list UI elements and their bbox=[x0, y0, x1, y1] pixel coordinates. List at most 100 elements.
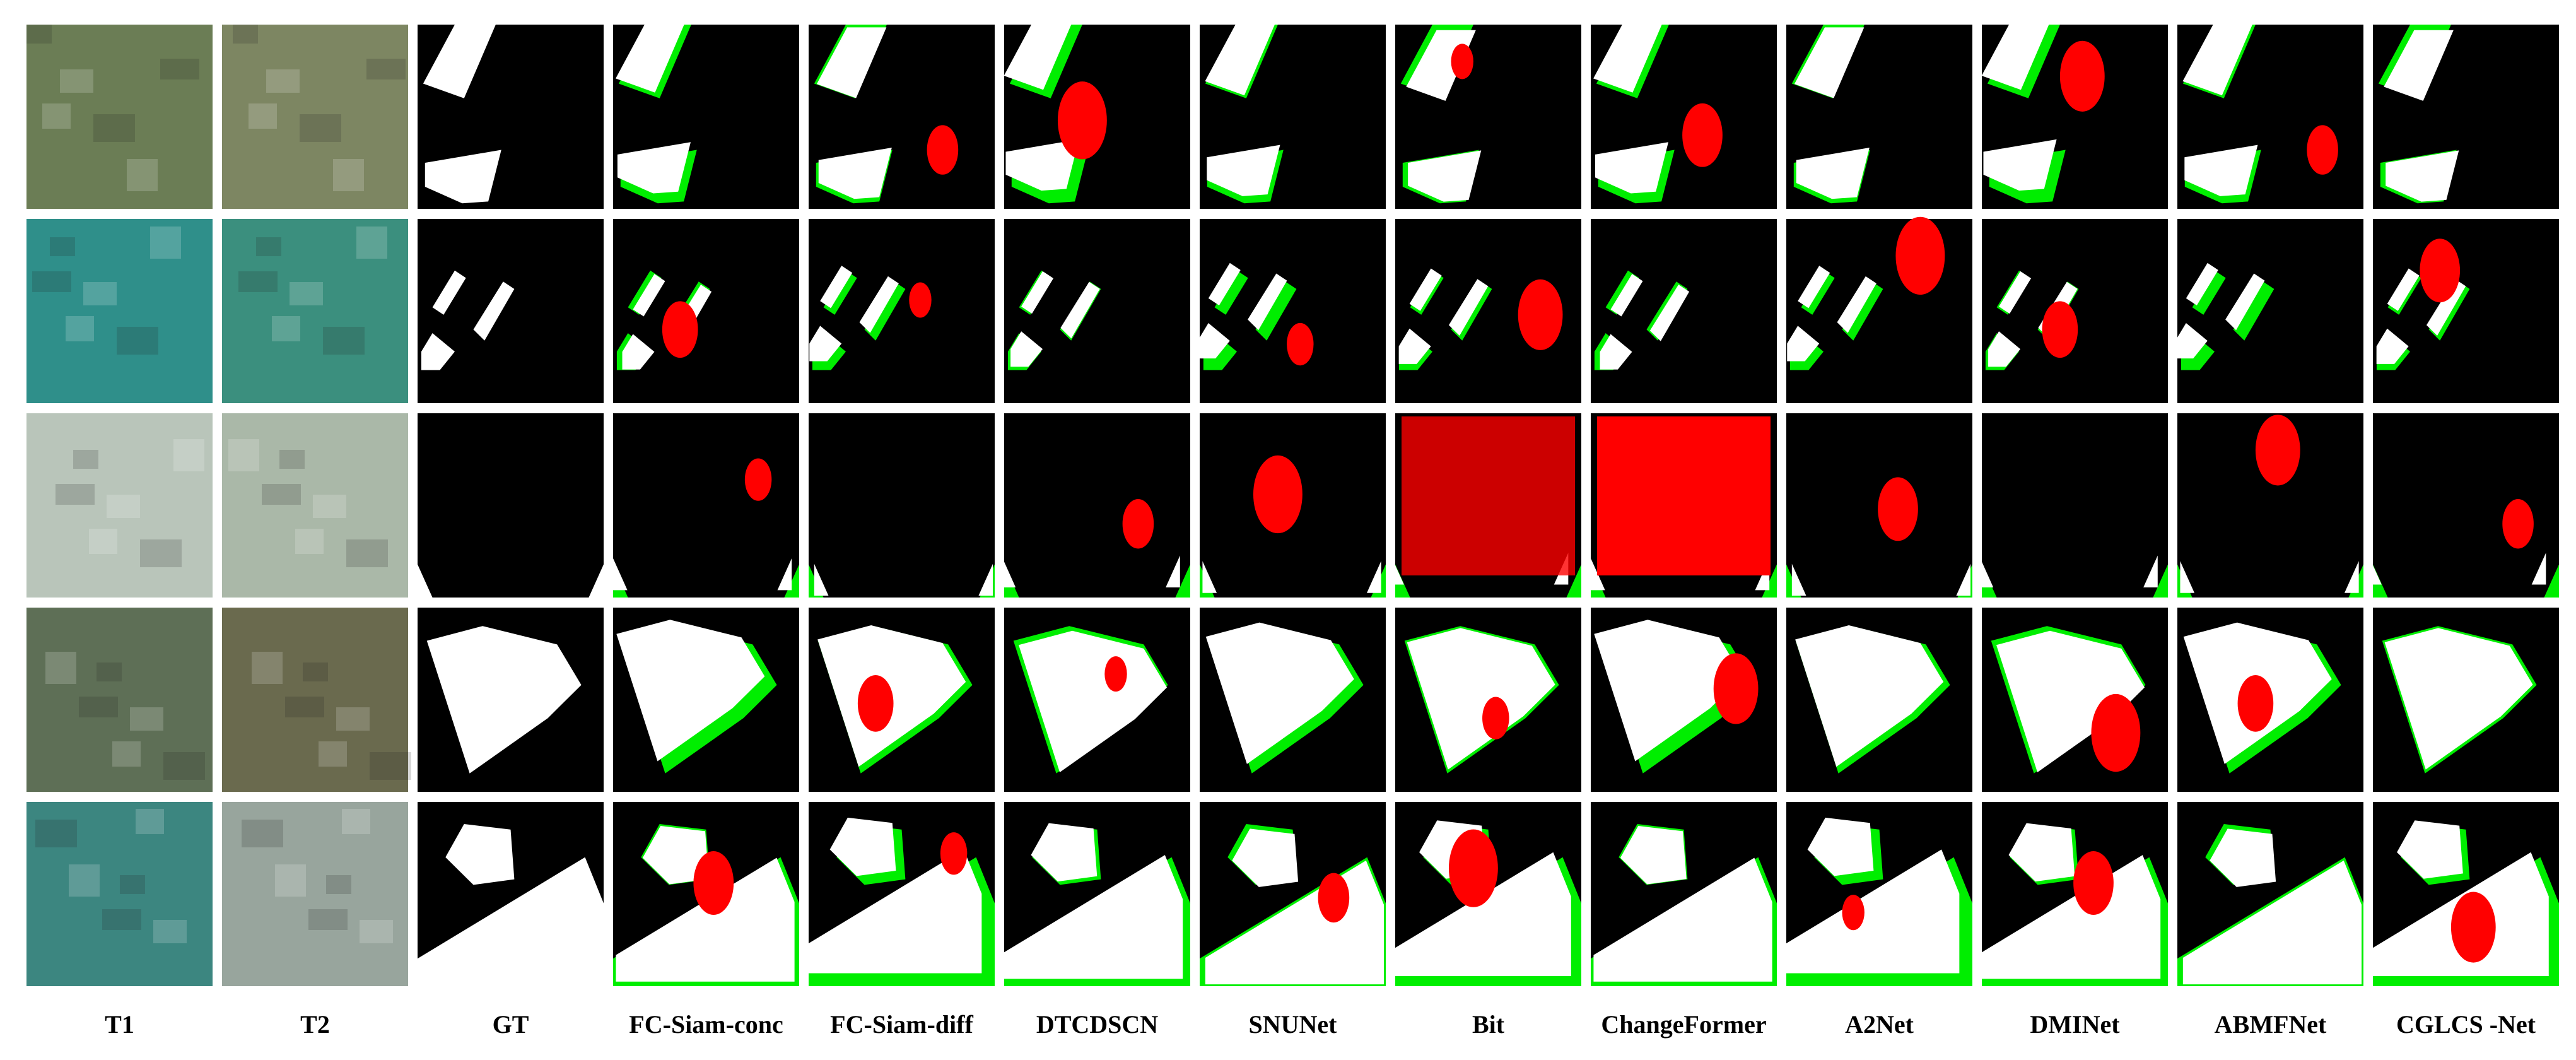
image-cell bbox=[1200, 25, 1386, 209]
photo-texture bbox=[228, 439, 259, 471]
mask-background bbox=[418, 413, 604, 598]
image-cell bbox=[2177, 413, 2363, 598]
photo-texture bbox=[333, 159, 364, 191]
image-cell bbox=[613, 219, 799, 403]
photo-texture bbox=[120, 875, 145, 894]
change-region bbox=[1392, 852, 1571, 976]
false-alarm bbox=[1287, 322, 1314, 366]
change-region bbox=[1593, 21, 1663, 93]
photo-texture bbox=[83, 282, 117, 305]
photo-texture bbox=[89, 529, 117, 554]
photo-texture bbox=[45, 652, 76, 684]
change-region bbox=[1595, 142, 1669, 194]
change-region bbox=[1795, 625, 1944, 767]
false-alarm bbox=[1682, 103, 1723, 167]
photo-texture bbox=[79, 697, 118, 717]
change-region bbox=[829, 817, 896, 876]
image-cell bbox=[26, 608, 213, 792]
mask-background bbox=[1982, 413, 2168, 598]
image-cell bbox=[418, 802, 604, 986]
change-region bbox=[1409, 268, 1442, 311]
change-region bbox=[1207, 144, 1280, 196]
image-cell bbox=[1786, 608, 1972, 792]
column-label: Bit bbox=[1472, 1010, 1505, 1039]
image-cell bbox=[1395, 608, 1581, 792]
change-region bbox=[2186, 262, 2218, 306]
image-cell bbox=[2373, 219, 2559, 403]
change-region bbox=[617, 142, 691, 194]
change-region bbox=[1031, 823, 1098, 882]
change-region bbox=[1408, 150, 1482, 202]
image-cell bbox=[2177, 608, 2363, 792]
change-region bbox=[426, 626, 582, 774]
change-region bbox=[1166, 555, 1180, 587]
image-cell bbox=[26, 25, 213, 209]
change-region bbox=[820, 266, 853, 309]
image-cell bbox=[222, 25, 408, 209]
photo-texture bbox=[356, 227, 387, 259]
photo-texture bbox=[73, 450, 98, 469]
false-alarm bbox=[2450, 892, 2496, 963]
change-region bbox=[1010, 331, 1043, 367]
change-region bbox=[1982, 855, 2161, 979]
change-region bbox=[1005, 139, 1079, 191]
image-cell bbox=[809, 413, 995, 598]
image-cell bbox=[1982, 802, 2168, 986]
change-region bbox=[1398, 328, 1431, 364]
false-alarm bbox=[2237, 674, 2274, 732]
false-alarm bbox=[2042, 301, 2078, 358]
change-region bbox=[2184, 144, 2258, 196]
image-cell bbox=[2373, 608, 2559, 792]
column-label: FC-Siam-diff bbox=[830, 1010, 973, 1039]
image-cell bbox=[613, 21, 799, 209]
missed-change bbox=[1371, 564, 1386, 598]
change-region bbox=[1979, 555, 1994, 587]
change-region bbox=[445, 824, 515, 885]
missed-change bbox=[1255, 281, 1297, 341]
change-region bbox=[1981, 19, 2052, 90]
missed-change bbox=[2192, 270, 2226, 315]
change-region bbox=[1999, 271, 2032, 314]
image-cell bbox=[809, 219, 995, 403]
false-alarm bbox=[2255, 415, 2300, 486]
image-cell bbox=[222, 608, 411, 792]
image-cell bbox=[1591, 21, 1777, 209]
photo bbox=[222, 802, 408, 986]
change-region bbox=[978, 563, 993, 596]
image-cell bbox=[26, 802, 213, 986]
image-cell bbox=[1982, 219, 2168, 403]
change-region bbox=[1202, 561, 1217, 593]
image-cell bbox=[809, 25, 995, 209]
column-label: DTCDSCN bbox=[1036, 1010, 1158, 1039]
photo bbox=[26, 413, 213, 598]
change-region bbox=[1593, 857, 1772, 982]
photo-texture bbox=[127, 159, 158, 191]
change-region bbox=[1807, 817, 1874, 876]
change-region bbox=[473, 281, 515, 341]
change-region bbox=[1787, 326, 1820, 362]
false-alarm bbox=[1878, 477, 1918, 541]
missed-change bbox=[2544, 564, 2559, 598]
missed-change bbox=[1786, 564, 1801, 598]
image-cell bbox=[222, 413, 408, 598]
photo-texture bbox=[266, 69, 300, 93]
change-region bbox=[2397, 820, 2463, 879]
change-region bbox=[1988, 331, 2021, 367]
change-region bbox=[1594, 620, 1743, 762]
image-cell bbox=[1004, 219, 1190, 403]
image-cell bbox=[1390, 413, 1581, 598]
false-alarm bbox=[927, 125, 959, 175]
change-region bbox=[2426, 279, 2466, 336]
image-cell bbox=[1781, 802, 1972, 986]
image-cell bbox=[1979, 413, 2168, 598]
change-region bbox=[588, 564, 604, 598]
image-cell bbox=[2367, 413, 2559, 598]
photo-texture bbox=[112, 741, 141, 767]
image-cell bbox=[803, 802, 995, 986]
column-label: SNUNet bbox=[1249, 1010, 1338, 1039]
false-alarm bbox=[1482, 697, 1509, 739]
change-region bbox=[1554, 553, 1569, 585]
photo-texture bbox=[233, 25, 258, 44]
